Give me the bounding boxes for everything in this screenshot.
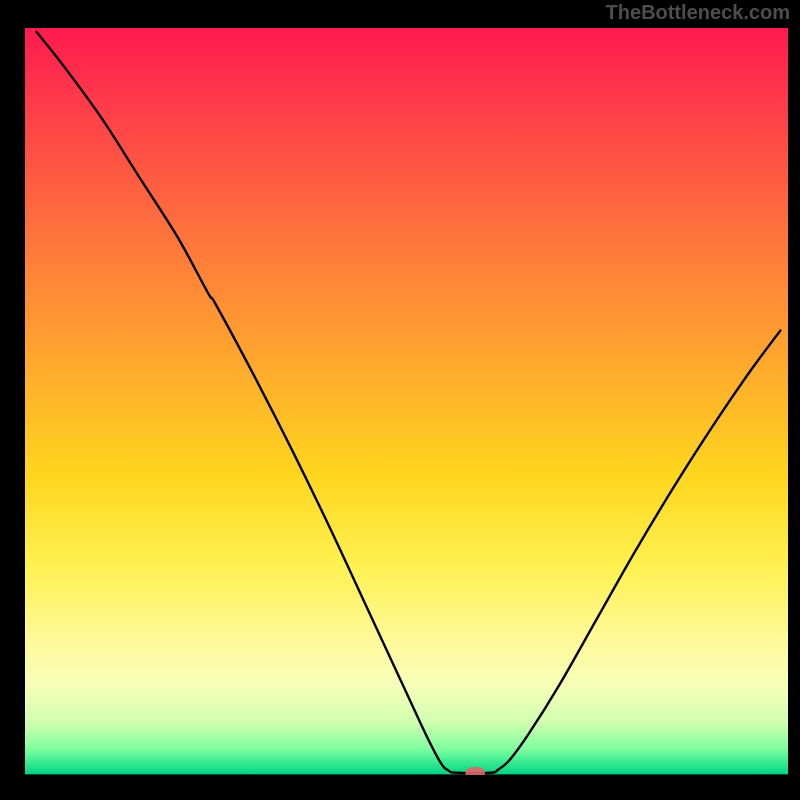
- plot-area: [25, 28, 788, 775]
- attribution-label: TheBottleneck.com: [606, 2, 790, 25]
- chart-background: [25, 28, 788, 775]
- chart-svg: [25, 28, 788, 775]
